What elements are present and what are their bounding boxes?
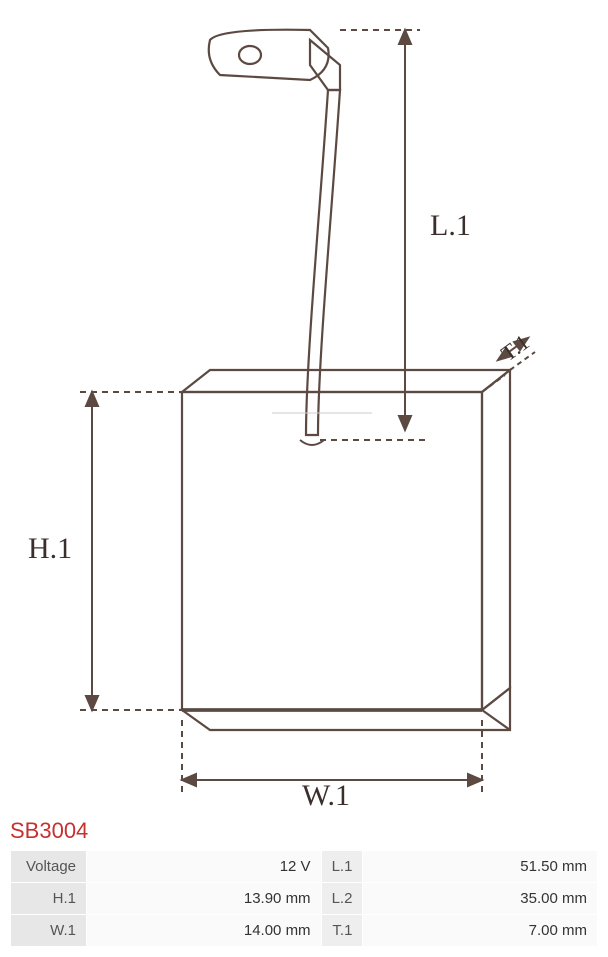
- spec-value: 13.90 mm: [87, 883, 321, 914]
- spec-label: W.1: [11, 915, 86, 946]
- spec-label: T.1: [322, 915, 363, 946]
- spec-table: Voltage12 VL.151.50 mmH.113.90 mmL.235.0…: [10, 850, 598, 947]
- table-row: Voltage12 VL.151.50 mm: [11, 851, 597, 882]
- dimension-diagram: L.1 T.1 H.1 W.1: [10, 10, 598, 810]
- spec-value: 14.00 mm: [87, 915, 321, 946]
- spec-value: 12 V: [87, 851, 321, 882]
- label-l1: L.1: [430, 209, 471, 242]
- label-w1: W.1: [302, 779, 350, 810]
- spec-label: Voltage: [11, 851, 86, 882]
- spec-value: 35.00 mm: [363, 883, 597, 914]
- spec-label: H.1: [11, 883, 86, 914]
- table-row: H.113.90 mmL.235.00 mm: [11, 883, 597, 914]
- spec-label: L.1: [322, 851, 363, 882]
- part-code: SB3004: [10, 818, 598, 844]
- spec-label: L.2: [322, 883, 363, 914]
- spec-value: 7.00 mm: [363, 915, 597, 946]
- table-row: W.114.00 mmT.17.00 mm: [11, 915, 597, 946]
- label-h1: H.1: [28, 532, 72, 565]
- spec-value: 51.50 mm: [363, 851, 597, 882]
- label-t1: T.1: [496, 329, 534, 366]
